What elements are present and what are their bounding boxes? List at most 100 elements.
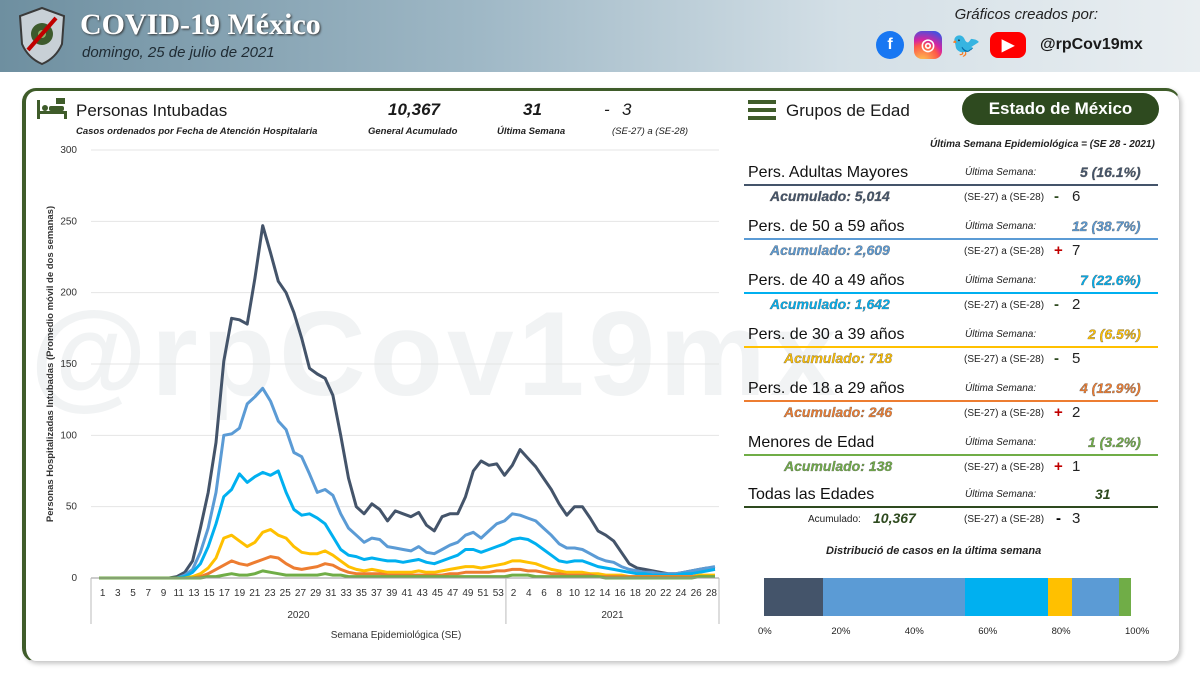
chart-title: Personas Intubadas — [76, 101, 228, 120]
age-groups-title: Grupos de Edad — [786, 101, 910, 120]
group-range-label: (SE-27) a (SE-28) — [964, 354, 1045, 365]
y-tick-label: 0 — [71, 573, 77, 584]
group-ultima-label: Última Semana: — [965, 167, 1037, 178]
x-tick-label: 20 — [645, 588, 657, 599]
group-ultima-label: Última Semana: — [965, 437, 1037, 448]
total-ultima-label: Última Semana: — [965, 489, 1037, 500]
group-range-label: (SE-27) a (SE-28) — [964, 192, 1045, 203]
x-tick-label: 33 — [341, 588, 353, 599]
total-change-sign: - — [1056, 510, 1061, 527]
distribution-segment — [965, 578, 1049, 616]
x-tick-label: 1 — [100, 588, 106, 599]
total-group-week: 31 — [1095, 486, 1111, 502]
social-links: f ◎ 🐦 ▶ @rpCov19mx — [876, 30, 1143, 60]
y-axis-label: Personas Hospitalizadas Intubadas (Prome… — [45, 206, 56, 522]
group-acum-value: Acumulado: 718 — [784, 350, 893, 366]
group-underline — [744, 292, 1158, 294]
x-tick-label: 51 — [478, 588, 490, 599]
x-tick-label: 45 — [432, 588, 444, 599]
youtube-icon[interactable]: ▶ — [990, 32, 1026, 58]
group-name: Pers. de 40 a 49 años — [748, 272, 905, 289]
x-tick-label: 12 — [584, 588, 596, 599]
group-name: Pers. Adultas Mayores — [748, 164, 909, 181]
distribution-tick: 100% — [1125, 626, 1150, 637]
group-ultima-label: Última Semana: — [965, 275, 1037, 286]
distribution-tick: 40% — [904, 626, 924, 637]
distribution-segment — [1071, 578, 1120, 616]
x-tick-label: 17 — [219, 588, 231, 599]
group-change-value: 6 — [1072, 188, 1081, 205]
state-badge[interactable]: Estado de México — [962, 93, 1159, 125]
group-change-value: 1 — [1072, 458, 1081, 475]
main-panel — [22, 88, 1180, 662]
hospital-bed-icon — [37, 98, 67, 119]
x-tick-label: 15 — [204, 588, 216, 599]
group-underline — [744, 346, 1158, 348]
last-week-label: Última Semana — [497, 126, 566, 137]
x-tick-label: 22 — [660, 588, 672, 599]
menu-icon — [748, 100, 776, 120]
x-tick-label: 27 — [295, 588, 307, 599]
distribution-tick: 20% — [831, 626, 851, 637]
group-change-value: 5 — [1072, 350, 1081, 367]
group-change-value: 2 — [1072, 404, 1081, 421]
distribution-tick: 80% — [1051, 626, 1071, 637]
group-underline — [744, 454, 1158, 456]
y-tick-label: 200 — [60, 288, 77, 299]
distribution-segment — [764, 578, 824, 616]
x-tick-label: 3 — [115, 588, 121, 599]
header-bar: COVID-19 México domingo, 25 de julio de … — [0, 0, 1200, 72]
group-acum-value: Acumulado: 138 — [784, 458, 893, 474]
total-acum-value: 10,367 — [873, 510, 916, 526]
group-week-value: 7 (22.6%) — [1080, 272, 1141, 288]
year-label: 2020 — [287, 610, 310, 621]
app-title: COVID-19 México — [80, 8, 321, 41]
y-tick-label: 150 — [60, 359, 77, 370]
twitter-icon[interactable]: 🐦 — [951, 31, 981, 59]
group-name: Pers. de 50 a 59 años — [748, 218, 905, 235]
series-line-0 — [99, 224, 715, 580]
group-name: Menores de Edad — [748, 434, 875, 451]
group-change-sign: + — [1054, 242, 1063, 259]
x-tick-label: 25 — [280, 588, 292, 599]
change-sign: - — [604, 100, 610, 119]
x-tick-label: 2 — [511, 588, 517, 599]
total-accumulated: 10,367 — [388, 100, 440, 119]
facebook-icon[interactable]: f — [876, 31, 904, 59]
x-tick-label: 8 — [556, 588, 562, 599]
y-tick-label: 300 — [60, 145, 77, 156]
social-handle[interactable]: @rpCov19mx — [1040, 36, 1143, 53]
x-tick-label: 53 — [493, 588, 505, 599]
group-acum-value: Acumulado: 246 — [784, 404, 893, 420]
x-tick-label: 14 — [599, 588, 611, 599]
total-accumulated-label: General Acumulado — [368, 126, 458, 137]
distribution-segment — [823, 578, 966, 616]
x-tick-label: 21 — [249, 588, 261, 599]
group-acum-value: Acumulado: 5,014 — [770, 188, 890, 204]
x-tick-label: 23 — [264, 588, 276, 599]
y-tick-label: 250 — [60, 216, 77, 227]
distribution-tick: 0% — [758, 626, 772, 637]
x-tick-label: 19 — [234, 588, 246, 599]
group-underline — [744, 184, 1158, 186]
group-underline — [744, 400, 1158, 402]
group-ultima-label: Última Semana: — [965, 383, 1037, 394]
instagram-icon[interactable]: ◎ — [914, 31, 942, 59]
group-week-value: 4 (12.9%) — [1080, 380, 1141, 396]
x-tick-label: 9 — [161, 588, 167, 599]
group-week-value: 12 (38.7%) — [1072, 218, 1141, 234]
distribution-bar — [764, 578, 1131, 616]
x-tick-label: 24 — [675, 588, 687, 599]
total-group-name: Todas las Edades — [748, 486, 875, 503]
group-change-value: 7 — [1072, 242, 1081, 259]
group-ultima-label: Última Semana: — [965, 221, 1037, 232]
total-underline — [744, 506, 1158, 508]
distribution-segment — [1119, 578, 1131, 616]
y-tick-label: 50 — [66, 502, 78, 513]
group-underline — [744, 238, 1158, 240]
group-ultima-label: Última Semana: — [965, 329, 1037, 340]
x-tick-label: 29 — [310, 588, 322, 599]
x-tick-label: 5 — [130, 588, 136, 599]
group-acum-value: Acumulado: 2,609 — [770, 242, 890, 258]
x-tick-label: 49 — [462, 588, 474, 599]
